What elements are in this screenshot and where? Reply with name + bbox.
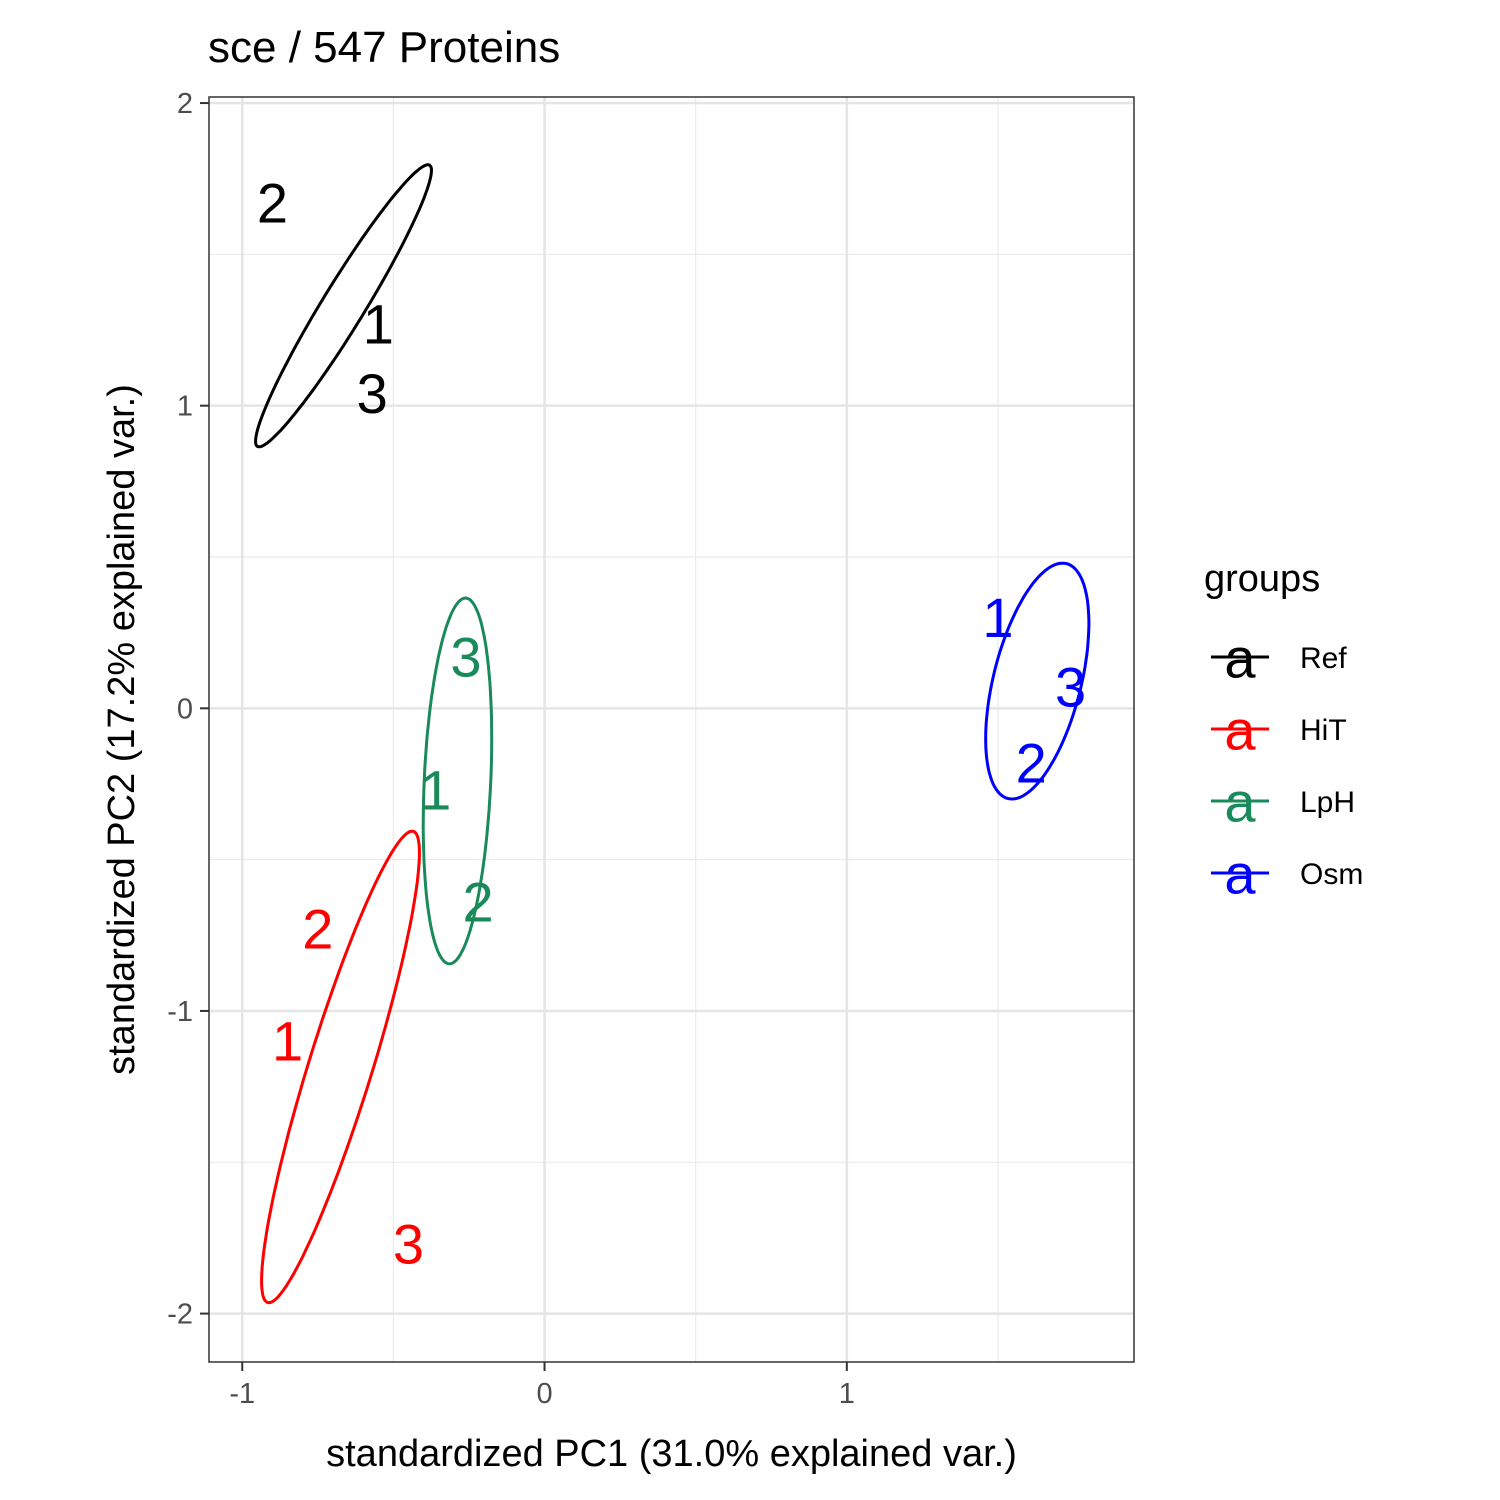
legend-label: HiT <box>1300 714 1347 747</box>
ellipse-ref <box>254 163 434 449</box>
point-lph-1: 1 <box>420 759 451 822</box>
y-axis: -2 -1 0 1 2 <box>167 88 209 1331</box>
ellipse-lph <box>421 596 494 966</box>
legend-item-hit: a HiT <box>1211 699 1347 762</box>
y-axis-title: standardized PC2 (17.2% explained var.) <box>101 384 143 1075</box>
legend-item-osm: a Osm <box>1211 843 1363 906</box>
point-ref-3: 3 <box>357 362 388 425</box>
legend: groups a Ref a HiT a LpH a Osm <box>1204 558 1363 906</box>
point-lph-2: 2 <box>462 871 493 934</box>
legend-items: a Ref a HiT a LpH a Osm <box>1211 627 1363 906</box>
chart-title: sce / 547 Proteins <box>208 23 560 72</box>
point-osm-3: 3 <box>1055 656 1086 719</box>
grid-major <box>209 97 1134 1362</box>
point-osm-2: 2 <box>1016 731 1047 794</box>
legend-title: groups <box>1204 558 1320 600</box>
grid-minor <box>209 97 1134 1362</box>
legend-label: Osm <box>1300 858 1363 891</box>
legend-item-lph: a LpH <box>1211 771 1355 834</box>
x-axis: -1 0 1 <box>229 1362 855 1410</box>
point-hit-1: 1 <box>272 1010 303 1073</box>
point-ref-2: 2 <box>257 171 288 234</box>
point-hit-2: 2 <box>302 898 333 961</box>
y-tick-label: 1 <box>177 391 193 423</box>
x-tick-label: -1 <box>229 1378 255 1410</box>
legend-label: Ref <box>1300 642 1347 675</box>
legend-label: LpH <box>1300 786 1355 819</box>
point-ref-1: 1 <box>363 292 394 355</box>
y-tick-label: -2 <box>167 1299 193 1331</box>
ellipse-hit <box>260 829 421 1305</box>
y-tick-label: 0 <box>177 693 193 725</box>
x-axis-title: standardized PC1 (31.0% explained var.) <box>326 1433 1017 1475</box>
confidence-ellipses <box>254 163 1091 1305</box>
point-osm-1: 1 <box>982 586 1013 649</box>
ellipse-osm <box>984 561 1091 801</box>
point-hit-3: 3 <box>393 1212 424 1275</box>
plot-background <box>209 97 1134 1362</box>
point-lph-3: 3 <box>450 625 481 688</box>
y-tick-label: 2 <box>177 88 193 120</box>
legend-item-ref: a Ref <box>1211 627 1347 690</box>
plot-border <box>208 96 1135 1363</box>
x-tick-label: 0 <box>536 1378 552 1410</box>
x-tick-label: 1 <box>839 1378 855 1410</box>
y-tick-label: -1 <box>167 996 193 1028</box>
